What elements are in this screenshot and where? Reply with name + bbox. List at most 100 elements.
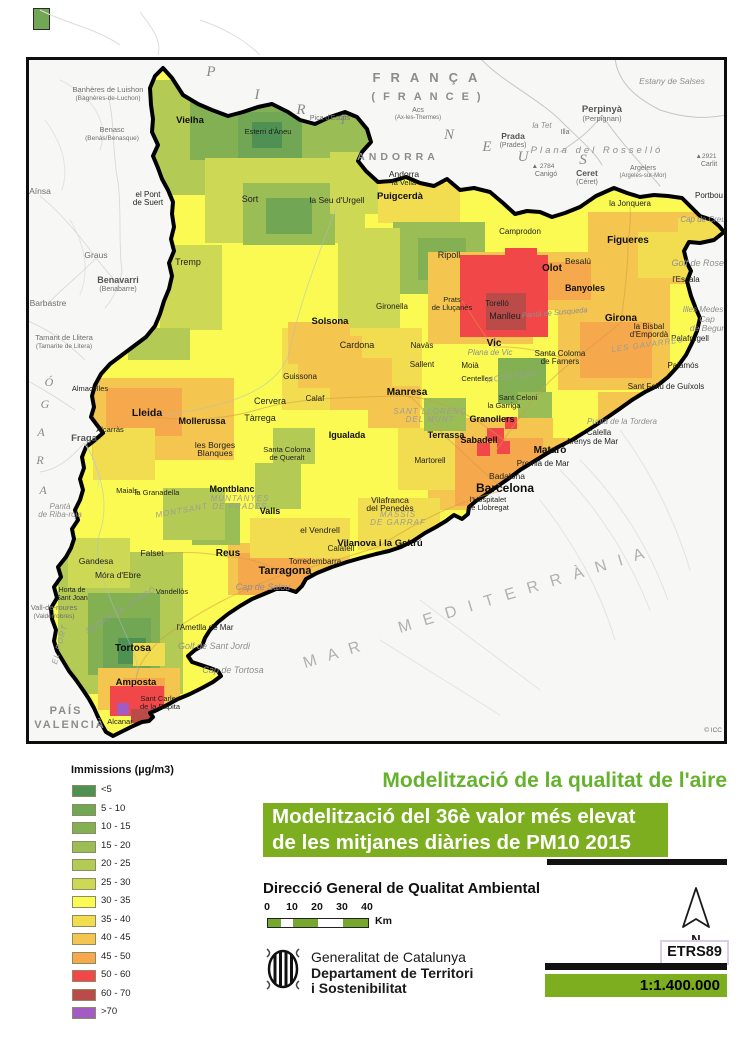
map-label: de Riba-roja [38,510,82,519]
map-label: Gironella [376,302,409,311]
legend-label: 10 - 15 [101,821,131,832]
generalitat-logo: Generalitat de Catalunya Departament de … [264,946,473,997]
map-label: ANDORRA [357,151,439,163]
legend-swatch [72,951,96,964]
scale-tick: 0 [264,901,270,913]
datum-badge: ETRS89 [660,940,729,965]
map-label: Pica d'Estats [310,115,351,122]
legend-swatch [72,822,96,834]
map-label: Benasc [99,125,124,134]
map-label: Tortosa [115,643,151,654]
map-label: (Valderrobres) [33,613,74,620]
map-label: I [254,87,261,103]
map-label: MUNTANYES [211,494,270,503]
map-label: Banhères de Luishon [73,85,144,94]
map-label: Manlleu [489,311,521,321]
map-label: l'Ametlla de Mar [176,623,233,632]
map-label: (Céret) [576,179,598,186]
map-label: Ceret [576,168,598,178]
map-label: FRANÇA [373,70,488,85]
map-label: Santa Coloma [535,349,586,358]
map-label: Granollers [469,414,514,424]
map-label: les Borges [195,440,235,450]
map-label: l'Hospitalet [470,495,507,504]
map-label: Besalú [565,256,591,266]
map-label: de Suert [133,198,164,207]
map-label: Fraga [71,433,98,444]
legend-swatch [72,803,96,816]
divider-bar [547,859,727,865]
map-label: (FRANCE) [371,91,488,103]
stray-green-swatch [33,8,50,30]
map-label: Amposta [116,677,157,688]
scale-bar: 0 10 20 30 40 Km [255,901,415,935]
legend-swatch [72,785,96,797]
map-label: Valls [260,506,281,516]
map-label: Moià [461,361,479,370]
map-label: el Pont [136,190,162,199]
map-label: Tamarit de Llitera [35,333,93,342]
map-label: Andorra [389,169,420,179]
map-label: (Benabarre) [99,286,136,293]
legend-swatch [72,914,96,927]
legend-swatch [72,877,96,890]
map-label: Alcanar [107,717,133,726]
legend-label: 50 - 60 [101,969,131,980]
map-label: Cap de Creus [680,215,727,224]
legend-label: >70 [101,1006,118,1017]
map-label: Acs [412,107,424,114]
map-label: (Argelès-sur-Mor) [619,173,666,179]
map-label: Manresa [387,387,428,398]
map-label: Graus [84,250,107,260]
map-label: la Garriga [488,401,522,410]
map-label: la Jonquera [609,199,651,208]
map-label: Vic [487,338,502,349]
map-label: Illa [561,129,570,136]
map-frame: FRANÇA (FRANCE) P I R I N E U S Ó G A R A ANDORRA Andorr… [26,57,727,744]
map-label: E [481,139,491,155]
scale-tick: 40 [361,901,373,913]
generalitat-shield-icon [266,948,300,990]
map-label: DE PRADES [212,502,267,511]
map-label: Ó [45,375,54,389]
map-label: Calaf [306,394,325,403]
divider-bar-2 [545,963,727,970]
map-label: DEL MUNT [406,415,455,424]
legend-swatch [72,896,96,908]
map-label: Sallent [410,360,435,369]
map-label: S [579,152,587,168]
scale-segment [318,919,343,927]
map-label: de la Ràpita [140,702,181,711]
map-label: Cervera [254,396,286,406]
map-label: M E D I T E R R À N I A [396,543,651,637]
map-label: Lleida [132,407,163,419]
legend-label: 45 - 50 [101,950,131,962]
map-label: Golf de Roses [671,258,727,268]
map-label: Igualada [329,430,367,440]
map-label: Ripoll [438,250,461,260]
map-label: U [518,149,530,165]
legend-swatch [72,933,96,945]
legend-swatch [72,840,96,853]
map-label: Vilafranca [371,495,409,505]
map-label: Almacelles [72,384,109,393]
map-label: Sant Joan [56,595,88,602]
map-label: G [41,397,50,411]
map-label: Perpinyà [582,104,623,115]
map-label: Sant Feliu de Guíxols [628,382,704,391]
map-label: Badalona [489,471,525,481]
map-label: MASSÍS [380,510,416,519]
map-label: Prats [443,295,461,304]
map-label: d'Empordà [630,330,669,339]
map-label: Prada [501,131,525,141]
map-label: Benavarri [97,275,139,285]
legend-label: 40 - 45 [101,932,131,943]
map-label: Carlit [701,161,717,168]
legend-swatch [72,988,96,1001]
department-subtitle: Direcció General de Qualitat Ambiental [263,880,541,897]
org-line1: Generalitat de Catalunya [311,949,466,965]
map-label: Camprodon [499,227,541,236]
legend-label: 25 - 30 [101,876,131,888]
map-label: Torredembarra [289,557,342,566]
